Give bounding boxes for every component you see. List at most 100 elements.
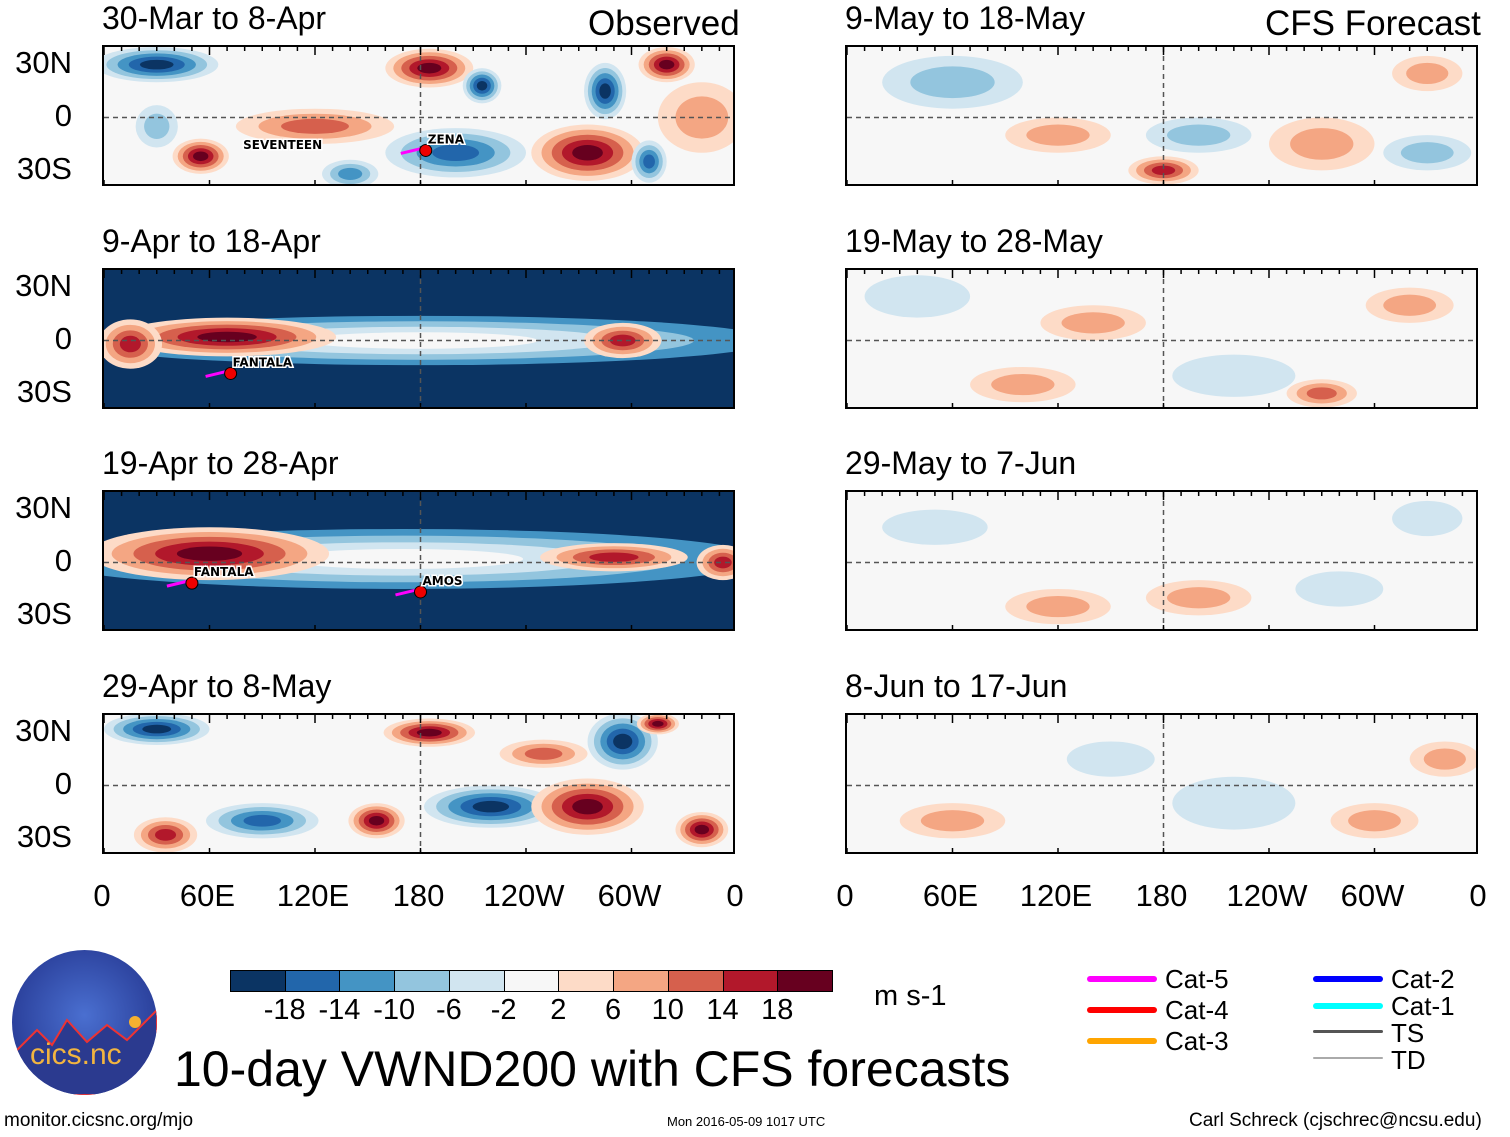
panel-title: 30-Mar to 8-Apr (102, 0, 327, 36)
contour-fill (1306, 387, 1337, 400)
contour-fill (368, 815, 385, 826)
legend-line-cat-3 (1087, 1038, 1157, 1044)
lon-tick-label: 60W (1340, 878, 1405, 913)
lon-tick-label: 0 (836, 878, 854, 913)
lon-tick-label: 60E (922, 878, 979, 913)
legend-label: Cat-5 (1165, 964, 1229, 994)
storm-symbol (414, 585, 427, 599)
legend-label: TS (1391, 1018, 1425, 1048)
colorbar-label: -10 (373, 994, 416, 1026)
contour-fill (1348, 810, 1401, 832)
legend-label: Cat-3 (1165, 1026, 1229, 1056)
contour-fill (694, 824, 710, 835)
forecast-header: CFS Forecast (1265, 4, 1481, 43)
contour-fill (658, 59, 675, 70)
contour-fill (652, 720, 664, 727)
storm-label: AMOS (423, 574, 463, 588)
panel-title: 9-May to 18-May (845, 0, 1086, 36)
storm-label: ZENA (428, 132, 465, 146)
legend-label: Cat-4 (1165, 995, 1229, 1025)
colorbar-label: 10 (651, 994, 684, 1026)
lat-tick-label: 0 (54, 321, 72, 356)
observed-header: Observed (588, 4, 740, 43)
contour-fill (193, 151, 209, 162)
legend-line-cat-4 (1087, 1007, 1157, 1013)
colorbar-swatch (777, 970, 833, 992)
footer-author: Carl Schreck (cjschrec@ncsu.edu) (1189, 1110, 1482, 1131)
lat-tick-label: 30N (15, 268, 72, 303)
colorbar-swatch (339, 970, 396, 992)
contour-fill (432, 144, 480, 161)
panel-title: 9-Apr to 18-Apr (102, 223, 321, 259)
colorbar-units: m s-1 (874, 980, 947, 1012)
colorbar-label: -18 (263, 994, 306, 1026)
lat-tick-label: 0 (54, 543, 72, 578)
colorbar-swatch (667, 970, 724, 992)
contour-fill (139, 59, 174, 70)
colorbar-swatch (558, 970, 615, 992)
contour-fill (1026, 595, 1090, 618)
contour-fill (142, 724, 172, 734)
map-panel (845, 490, 1478, 631)
storm-label: SEVENTEEN (243, 138, 322, 152)
lon-tick-label: 0 (726, 878, 744, 913)
contour-fill (243, 814, 282, 827)
colorbar-label: 2 (550, 994, 567, 1026)
contour-fill (1172, 776, 1296, 830)
contour-fill (1151, 165, 1176, 176)
colorbar-swatch (503, 970, 560, 992)
storm-symbol (185, 576, 199, 590)
contour-fill (197, 331, 257, 343)
panel-title: 8-Jun to 17-Jun (845, 668, 1068, 704)
lon-tick-label: 0 (93, 878, 111, 913)
contour-fill (1423, 748, 1466, 770)
contour-fill (572, 145, 603, 161)
storm-symbol (419, 143, 433, 157)
contour-fill (1290, 128, 1354, 160)
lon-tick-label: 120E (1019, 878, 1093, 913)
contour-fill (882, 509, 988, 545)
colorbar-label: 6 (605, 994, 622, 1026)
lat-tick-label: 30N (15, 713, 72, 748)
contour-fill (609, 334, 636, 347)
footer-timestamp: Mon 2016-05-09 1017 UTC (667, 1114, 826, 1129)
lon-tick-label: 180 (392, 878, 445, 913)
contour-fill (281, 118, 349, 134)
lon-tick-label: 0 (1469, 878, 1487, 913)
legend-line-cat-1 (1313, 1003, 1383, 1009)
colorbar-label: -6 (436, 994, 462, 1026)
map-panel (845, 268, 1478, 409)
contour-fill (714, 556, 732, 569)
contour-fill (1026, 124, 1090, 146)
contour-fill (282, 548, 524, 569)
contour-fill (1167, 124, 1231, 146)
contour-fill (119, 335, 141, 353)
storm-label: FANTALA (194, 565, 254, 579)
contour-fill (991, 373, 1055, 396)
contour-fill (864, 275, 971, 318)
storm-label: FANTALA (233, 355, 293, 369)
lat-tick-label: 30S (16, 374, 72, 409)
map-panel: FANTALA (102, 268, 735, 409)
colorbar-label: 14 (706, 994, 739, 1026)
contour-fill (613, 733, 633, 750)
panel-title: 19-Apr to 28-Apr (102, 445, 339, 481)
colorbar-label: -14 (318, 994, 361, 1026)
contour-fill (1167, 587, 1231, 609)
contour-fill (524, 747, 563, 760)
colorbar-swatch (613, 970, 669, 992)
colorbar-label: 18 (761, 994, 794, 1026)
lon-tick-label: 120W (483, 878, 565, 913)
contour-fill (417, 62, 442, 74)
map-panel (845, 45, 1478, 186)
map-panel (102, 713, 735, 854)
storm-symbol (224, 366, 238, 380)
panel-title: 19-May to 28-May (845, 223, 1103, 259)
contour-fill (416, 728, 442, 737)
panel-title: 29-Apr to 8-May (102, 668, 332, 704)
lon-tick-label: 120E (276, 878, 350, 913)
map-panel (845, 713, 1478, 854)
contour-fill (1172, 354, 1296, 397)
footer-url[interactable]: monitor.cicsnc.org/mjo (4, 1110, 194, 1131)
legend-label: TD (1391, 1045, 1426, 1075)
